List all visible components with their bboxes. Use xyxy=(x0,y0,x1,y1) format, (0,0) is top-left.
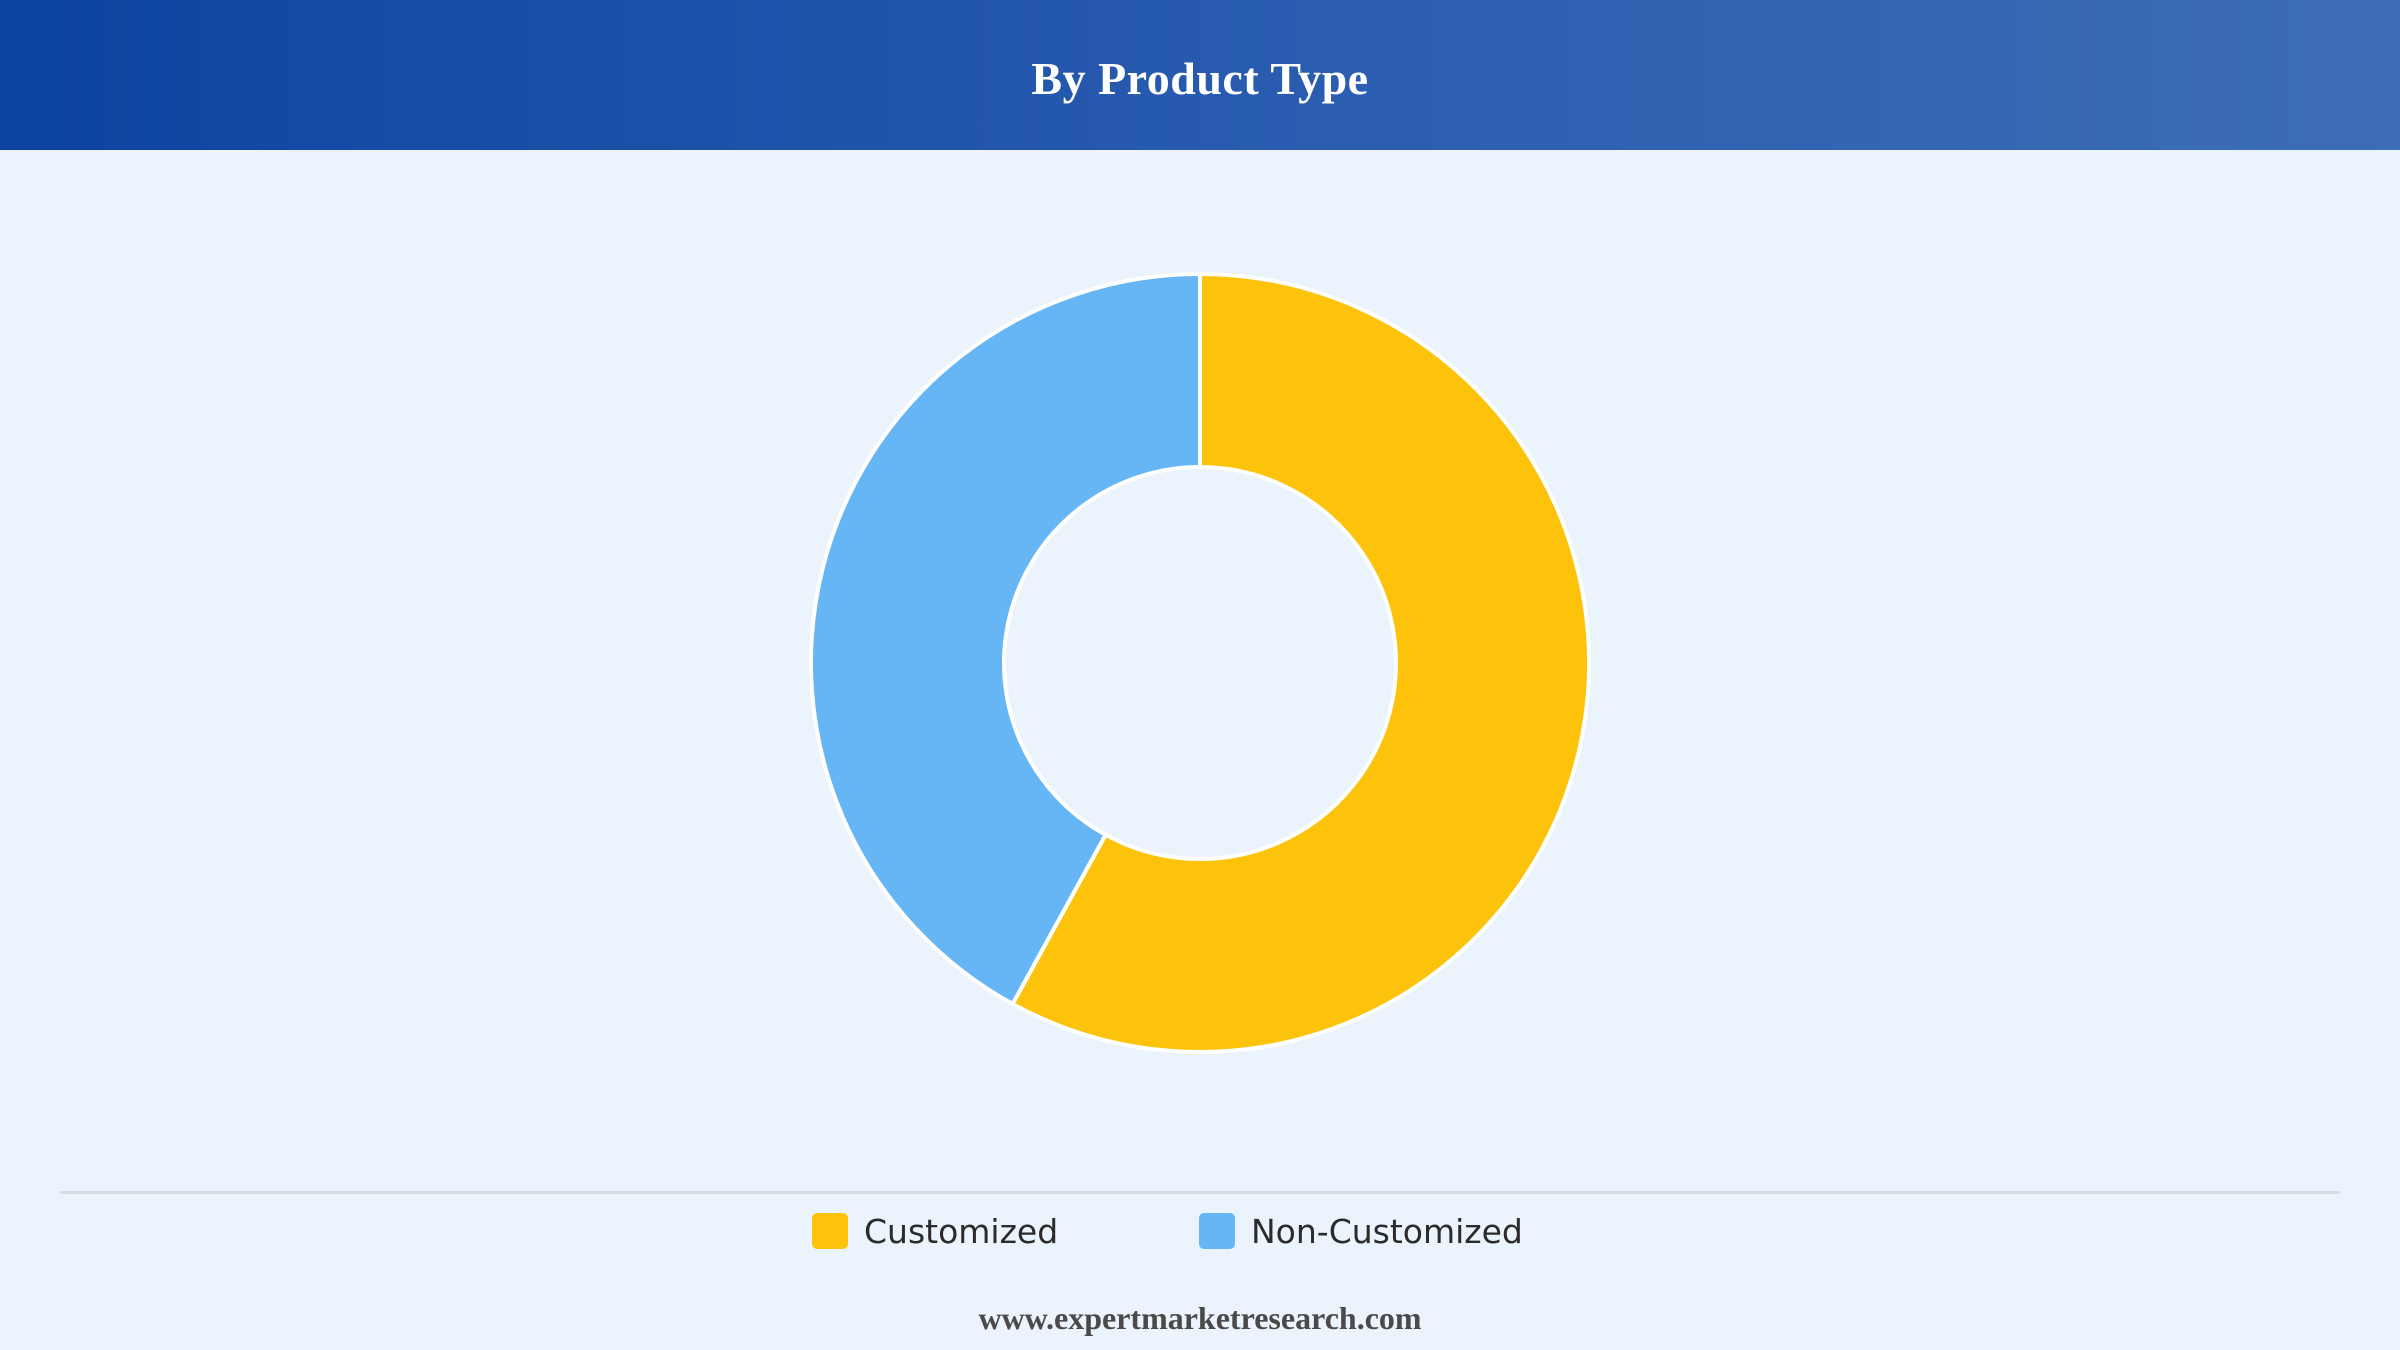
header-banner: By Product Type xyxy=(0,0,2400,150)
slice-non-customized[interactable] xyxy=(809,272,1202,1006)
donut-chart xyxy=(809,272,1591,1054)
slice-customized[interactable] xyxy=(1010,272,1591,1054)
chart-title: By Product Type xyxy=(1031,52,1369,104)
legend-divider xyxy=(60,1191,2340,1194)
legend-swatch-customized xyxy=(812,1213,848,1249)
legend-item-customized[interactable]: Customized xyxy=(812,1208,1058,1254)
legend-item-non-customized[interactable]: Non-Customized xyxy=(1199,1208,1523,1254)
footer-url: www.expertmarketresearch.com xyxy=(978,1300,1422,1336)
legend: Customized Non-Customized xyxy=(0,1208,2400,1254)
legend-swatch-non-customized xyxy=(1199,1213,1235,1249)
legend-label-customized: Customized xyxy=(864,1211,1059,1251)
legend-label-non-customized: Non-Customized xyxy=(1251,1211,1523,1251)
